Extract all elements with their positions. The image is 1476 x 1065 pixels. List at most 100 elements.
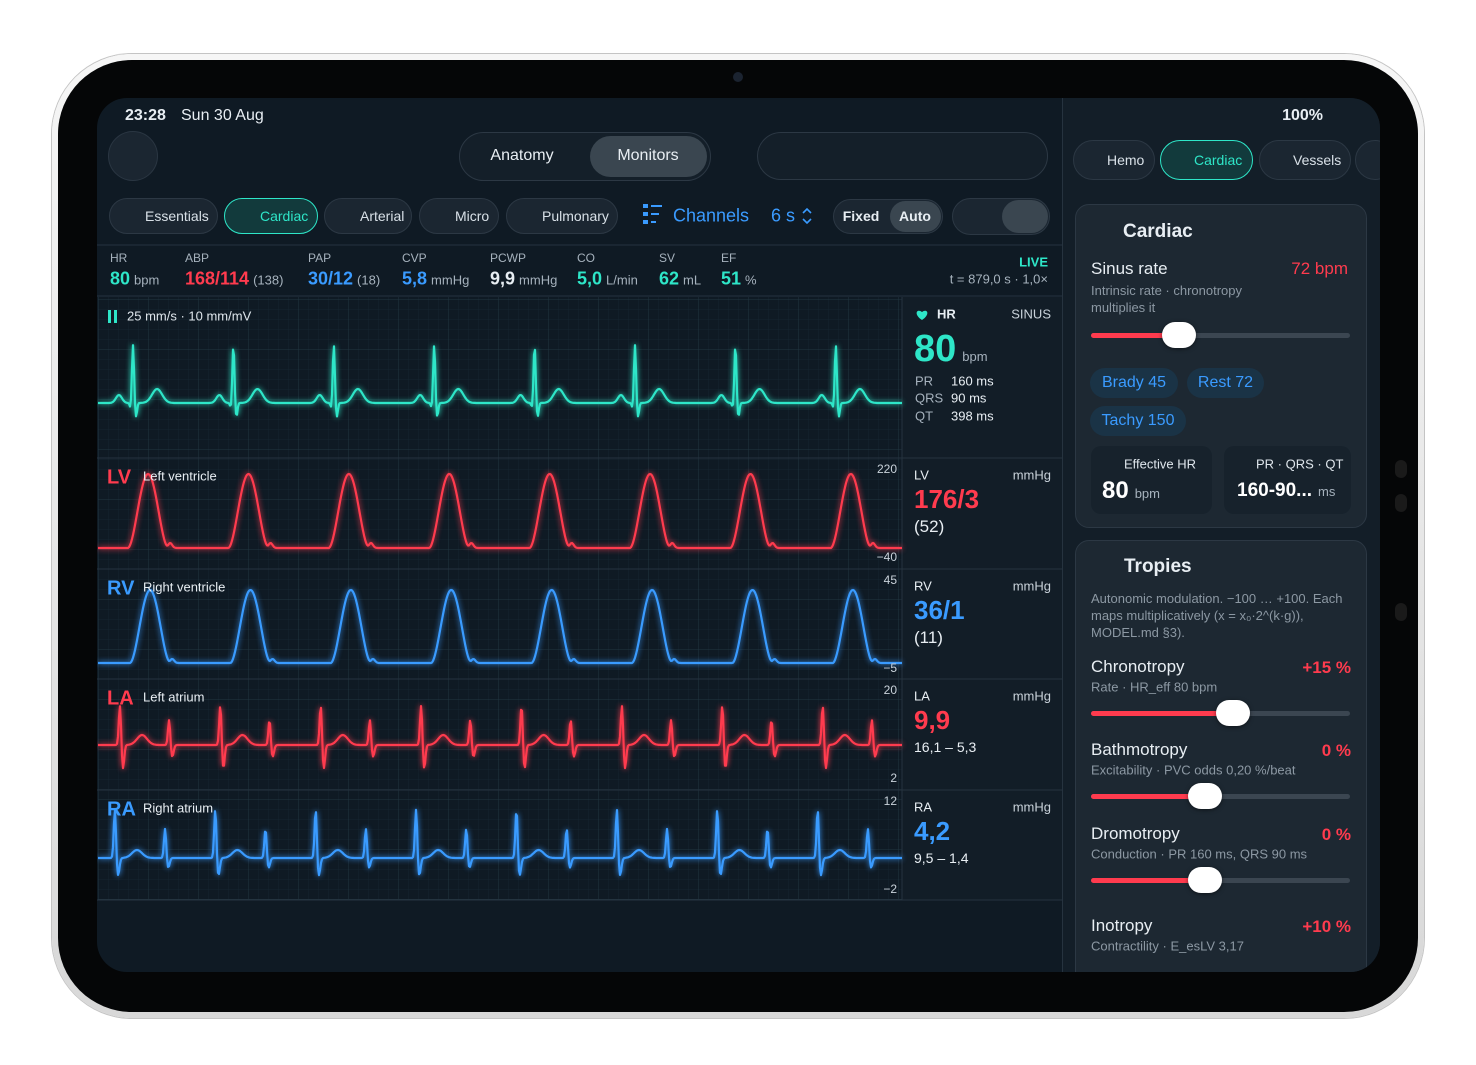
scale-mode[interactable]: Fixed xyxy=(842,207,880,224)
system-chip[interactable] xyxy=(419,198,499,234)
side-tab[interactable] xyxy=(1259,140,1351,180)
tile-value: 80 xyxy=(1102,477,1129,505)
card-title: Tropies xyxy=(1124,556,1192,578)
system-chip[interactable] xyxy=(224,198,318,234)
vital-suffix: bpm xyxy=(134,272,160,288)
scale-bottom: −40 xyxy=(876,550,897,565)
vital-value: 168/114 xyxy=(185,268,250,289)
battery-level: 100% xyxy=(1282,106,1323,124)
preset-button[interactable] xyxy=(1187,368,1264,398)
slider-knob[interactable] xyxy=(1162,322,1196,348)
hr-value: 80 xyxy=(914,328,957,371)
tropy-name: Chronotropy xyxy=(1091,657,1185,677)
trace-code: LV xyxy=(107,466,132,489)
tile-value: 160-90... xyxy=(1237,480,1312,502)
segment[interactable]: Anatomy xyxy=(490,146,554,164)
interval-value: 160 ms xyxy=(951,373,994,389)
live-indicator: LIVE xyxy=(1019,254,1048,270)
param-name: Sinus rate xyxy=(1091,259,1168,279)
side-button xyxy=(1395,460,1407,478)
hr-readout: 80 bpm xyxy=(914,328,988,372)
tab-label[interactable]: Cardiac xyxy=(1194,151,1243,168)
chip-label[interactable]: Arterial xyxy=(360,207,405,224)
ecg-trace xyxy=(97,344,903,418)
readout-label: LV xyxy=(914,467,929,483)
preset-button[interactable] xyxy=(1090,368,1178,398)
chip-label[interactable]: Cardiac xyxy=(260,207,309,224)
preset-button[interactable] xyxy=(1090,406,1186,436)
slider-knob[interactable] xyxy=(1216,700,1250,726)
side-tab[interactable] xyxy=(1073,140,1155,180)
vital-value: 51 xyxy=(721,268,742,289)
tropy-value: +10 % xyxy=(1302,917,1351,937)
channels-button[interactable]: Channels xyxy=(673,205,750,226)
readout-value: 9,9 xyxy=(914,705,951,736)
vital-value: 62 xyxy=(659,268,680,289)
sidebar-button[interactable] xyxy=(108,131,158,181)
readout-label: LA xyxy=(914,688,930,704)
preset-label[interactable]: Brady 45 xyxy=(1101,373,1167,391)
vital-suffix: (18) xyxy=(357,272,381,288)
chip-label[interactable]: Pulmonary xyxy=(542,207,609,224)
icon-toolbar xyxy=(757,132,1048,180)
readout-unit: mmHg xyxy=(1012,578,1051,594)
tropy-name: Inotropy xyxy=(1091,916,1153,936)
hr-unit: bpm xyxy=(962,349,988,365)
channels-icon xyxy=(643,204,648,208)
side-tab[interactable] xyxy=(1160,140,1253,180)
slider-track xyxy=(1091,333,1350,338)
scale-top: 12 xyxy=(883,794,897,809)
slider-fill xyxy=(1091,878,1205,883)
readout-value: 176/3 xyxy=(914,484,980,515)
tile-unit: bpm xyxy=(1134,486,1160,502)
tile-unit: ms xyxy=(1318,484,1336,500)
slider-knob[interactable] xyxy=(1188,783,1222,809)
card xyxy=(1075,540,1367,972)
vital-label: SV xyxy=(659,251,676,266)
scale-selected[interactable] xyxy=(890,201,941,232)
window-selector[interactable]: 6 s xyxy=(771,205,796,226)
pause-indicator xyxy=(108,310,111,323)
preset-label[interactable]: Tachy 150 xyxy=(1101,411,1175,429)
segment[interactable]: Monitors xyxy=(617,146,679,164)
slider-knob[interactable] xyxy=(1188,867,1222,893)
readout-detail: 9,5 – 1,4 xyxy=(914,849,969,866)
system-chip[interactable] xyxy=(324,198,412,234)
vital: 9,9 mmHg xyxy=(490,269,557,290)
scale-mode[interactable]: Auto xyxy=(899,207,931,224)
tile-label: PR · QRS · QT xyxy=(1256,456,1344,472)
readout-label: RV xyxy=(914,578,932,594)
tab-label[interactable]: Hemo xyxy=(1107,151,1145,168)
tropy-detail: Excitability · PVC odds 0,20 %/beat xyxy=(1091,762,1296,778)
vital-value: 5,0 xyxy=(577,268,603,289)
layout-selected[interactable] xyxy=(1002,200,1048,233)
preset-label[interactable]: Rest 72 xyxy=(1197,373,1254,391)
vital: 51% xyxy=(721,269,757,290)
readout-detail: 16,1 – 5,3 xyxy=(914,738,977,755)
tropy-detail: Contractility · E_esLV 3,17 xyxy=(1091,938,1244,954)
system-chip[interactable] xyxy=(109,198,218,234)
vital: 168/114 (138) xyxy=(185,269,283,290)
tile-readout: 80 bpm xyxy=(1102,477,1160,505)
scale-bottom: −2 xyxy=(883,882,897,897)
segment-selected[interactable] xyxy=(590,136,707,177)
slider-fill xyxy=(1091,794,1205,799)
sweep-speed: 25 mm/s · 10 mm/mV xyxy=(127,308,252,324)
camera xyxy=(733,72,743,82)
tab-label[interactable]: Vessels xyxy=(1293,151,1342,168)
channels-icon xyxy=(643,220,648,224)
trace-name: Right atrium xyxy=(143,800,214,816)
system-chip[interactable] xyxy=(506,198,618,234)
metric-tile xyxy=(1224,446,1351,514)
vital-suffix: mL xyxy=(683,272,702,288)
vital-value: 5,8 xyxy=(402,268,428,289)
tropy-detail: Rate · HR_eff 80 bpm xyxy=(1091,679,1218,695)
tropy-value: 0 % xyxy=(1321,825,1351,845)
vital-label: EF xyxy=(721,251,737,266)
trace-grid xyxy=(98,297,902,900)
chip-label[interactable]: Micro xyxy=(455,207,490,224)
readout-unit: mmHg xyxy=(1012,688,1051,704)
rhythm: SINUS xyxy=(1011,306,1051,322)
chip-label[interactable]: Essentials xyxy=(145,207,209,224)
